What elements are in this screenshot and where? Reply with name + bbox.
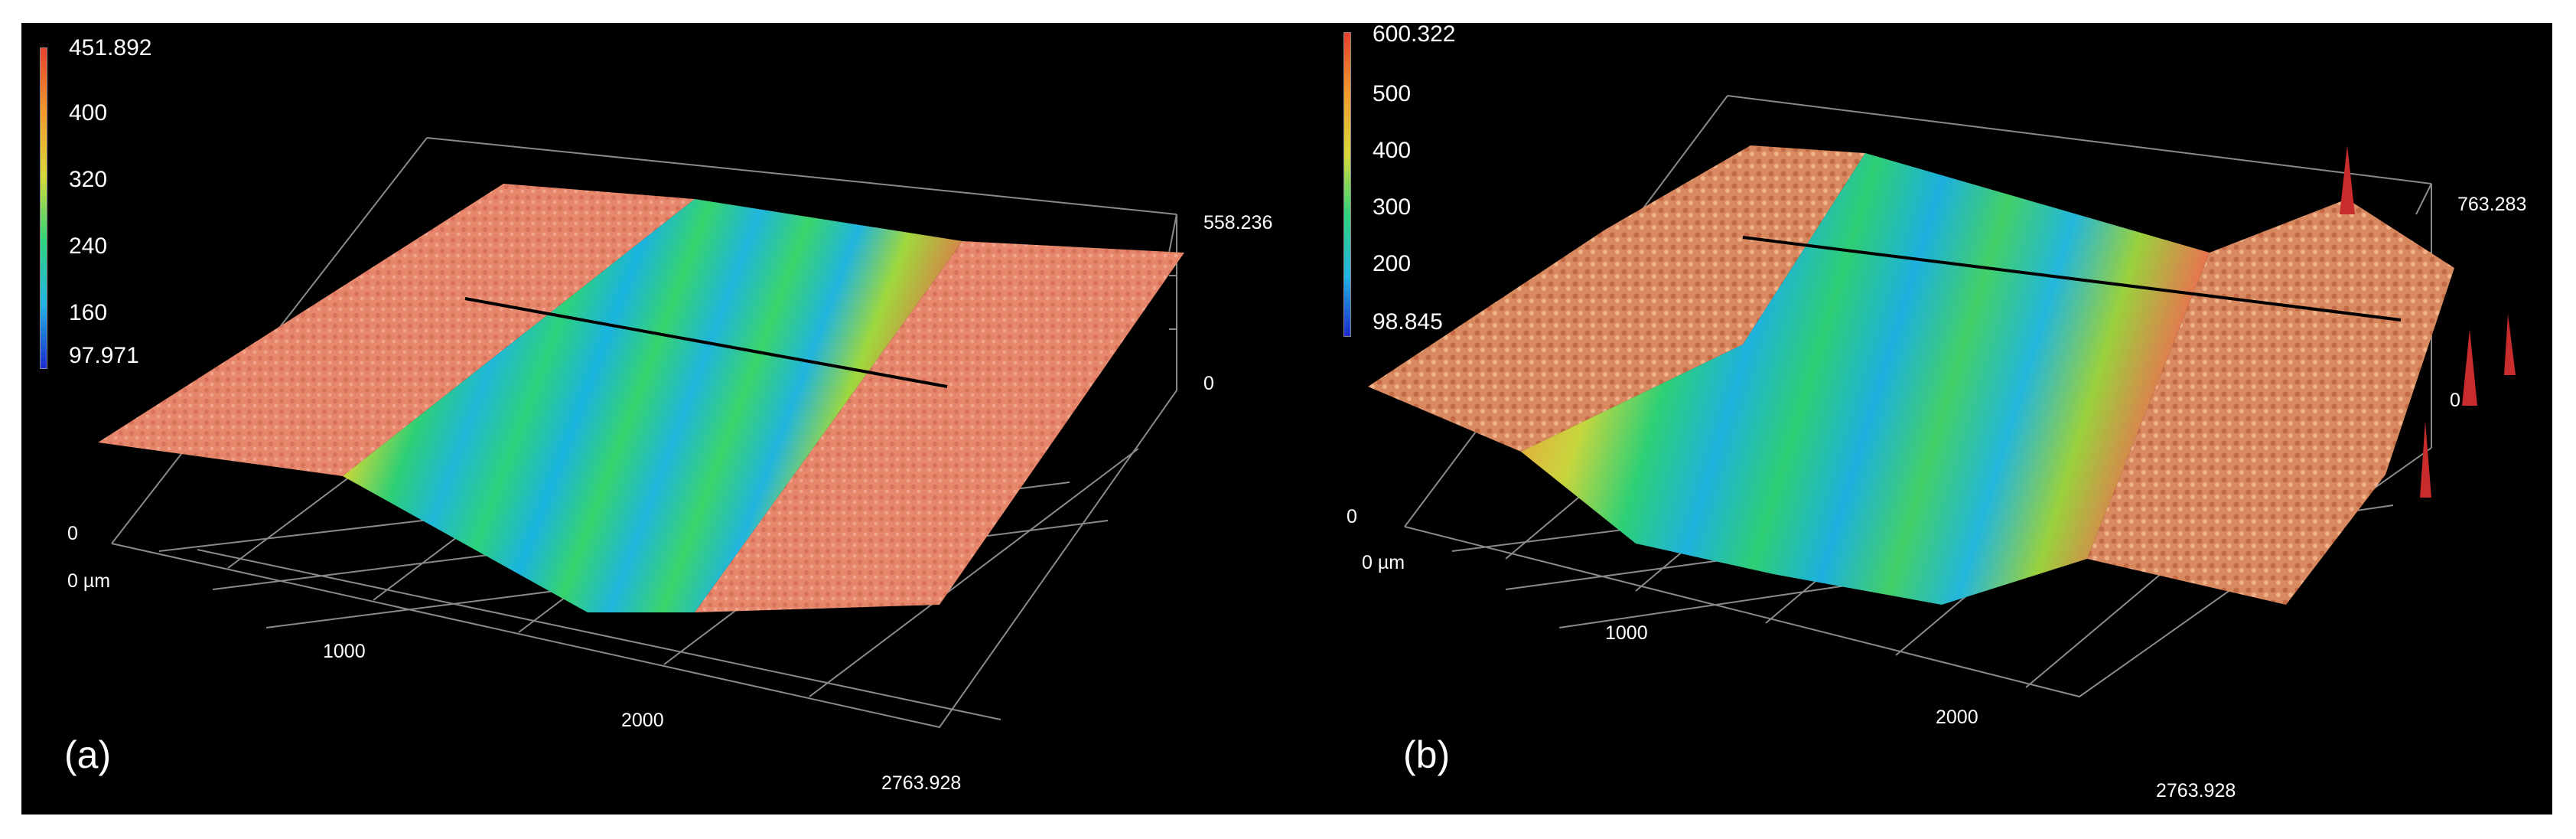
colorbar-b-tick-1: 600.322 bbox=[1373, 23, 1456, 47]
colorbar-b-tick-2: 500 bbox=[1373, 81, 1412, 106]
panel-b: 600.322 500 400 300 200 98.845 763.283 0… bbox=[1314, 23, 2552, 815]
panel-label-a: (a) bbox=[64, 733, 112, 776]
axis-x-2000-a: 2000 bbox=[621, 710, 664, 731]
axis-y-origin-a: 0 bbox=[67, 523, 78, 544]
surface-plot-b bbox=[1368, 95, 2516, 698]
colorbar-b bbox=[1343, 32, 1351, 337]
colorbar-a-tick-5: 160 bbox=[69, 300, 108, 325]
panel-a: 451.892 400 320 240 160 97.971 558.236 0… bbox=[21, 23, 1290, 815]
surface-peaks-b bbox=[2340, 145, 2516, 498]
axis-z-max-a: 558.236 bbox=[1203, 212, 1273, 233]
axis-z-max-b: 763.283 bbox=[2457, 194, 2527, 215]
colorbar-a-tick-2: 400 bbox=[69, 100, 108, 126]
axis-x-end-a: 2763.928 bbox=[881, 772, 962, 794]
axis-z-min-b: 0 bbox=[2450, 390, 2460, 411]
profile-line-a bbox=[464, 297, 948, 388]
surface-plot-a bbox=[98, 137, 1184, 729]
colorbar-a-tick-6: 97.971 bbox=[69, 343, 139, 368]
colorbar-b-tick-5: 200 bbox=[1373, 251, 1412, 276]
axis-x-1000-a: 1000 bbox=[323, 641, 366, 662]
axis-x-end-b: 2763.928 bbox=[2156, 780, 2236, 801]
axis-z-min-a: 0 bbox=[1203, 373, 1214, 394]
axis-x-1000-b: 1000 bbox=[1605, 622, 1648, 644]
panel-label-b: (b) bbox=[1403, 733, 1451, 776]
axis-x-origin-b: 0 µm bbox=[1362, 552, 1405, 573]
axis-x-2000-b: 2000 bbox=[1936, 707, 1978, 728]
colorbar-b-tick-4: 300 bbox=[1373, 194, 1412, 220]
figure-frame: 451.892 400 320 240 160 97.971 558.236 0… bbox=[21, 23, 2552, 815]
colorbar-a-tick-1: 451.892 bbox=[69, 35, 152, 60]
rough-surface-left bbox=[1368, 145, 1865, 452]
scan-track-surface bbox=[343, 199, 962, 612]
scan-track-surface-b bbox=[1521, 153, 2210, 605]
axis-y-origin-b: 0 bbox=[1347, 506, 1357, 527]
rough-surface-right bbox=[2087, 199, 2454, 605]
colorbar-b-tick-6: 98.845 bbox=[1373, 309, 1443, 335]
flat-surface-right bbox=[695, 241, 1184, 612]
colorbar-a-tick-3: 320 bbox=[69, 167, 108, 192]
colorbar-b-tick-3: 400 bbox=[1373, 138, 1412, 163]
profile-line-b bbox=[1742, 236, 2402, 322]
axis-x-origin-a: 0 µm bbox=[67, 570, 111, 592]
colorbar-a-tick-4: 240 bbox=[69, 233, 108, 259]
colorbar-a bbox=[40, 47, 47, 369]
flat-surface-left bbox=[98, 184, 695, 476]
